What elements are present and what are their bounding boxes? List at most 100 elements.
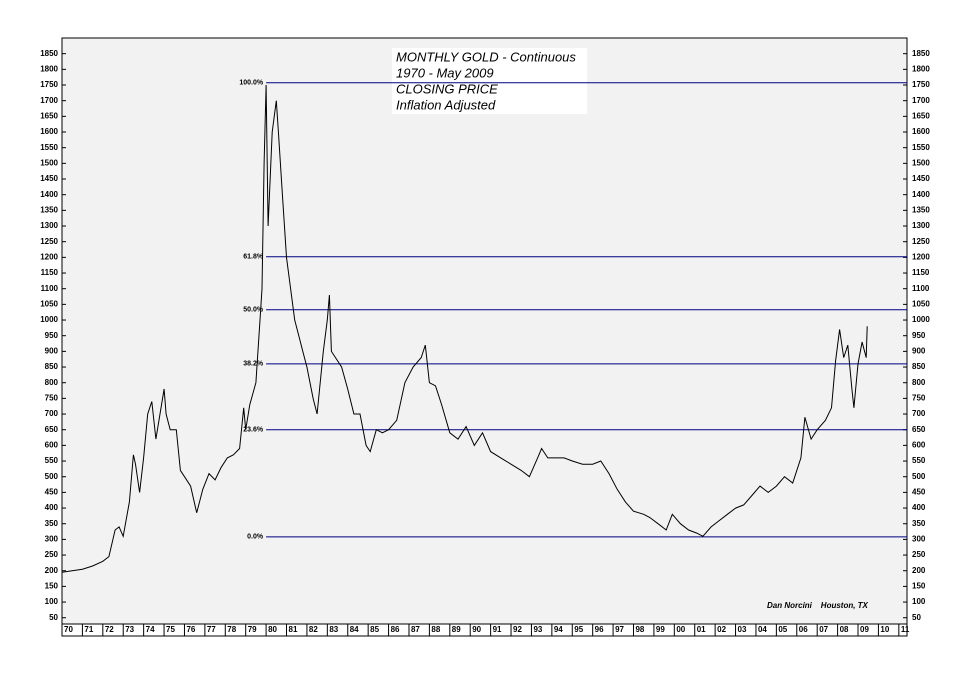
x-tick-label: 81 [289, 625, 298, 634]
y-tick-label: 1850 [40, 49, 58, 58]
y-tick-label: 150 [912, 582, 926, 591]
y-tick-label: 950 [912, 331, 926, 340]
chart-title: Inflation Adjusted [396, 97, 496, 112]
chart-title: MONTHLY GOLD - Continuous [396, 49, 576, 64]
y-tick-label: 350 [912, 519, 926, 528]
x-tick-label: 10 [880, 625, 889, 634]
x-tick-label: 05 [778, 625, 787, 634]
y-tick-label: 1100 [912, 284, 930, 293]
y-tick-label: 1150 [41, 268, 59, 277]
x-tick-label: 79 [248, 625, 257, 634]
x-tick-label: 70 [64, 625, 73, 634]
x-tick-label: 02 [717, 625, 726, 634]
y-tick-label: 1600 [912, 127, 930, 136]
y-tick-label: 850 [912, 362, 926, 371]
y-tick-label: 1850 [912, 49, 930, 58]
y-tick-label: 1450 [912, 174, 930, 183]
y-tick-label: 1750 [912, 80, 930, 89]
y-tick-label: 1300 [912, 221, 930, 230]
y-tick-label: 650 [912, 425, 926, 434]
y-tick-label: 1700 [40, 96, 58, 105]
x-tick-label: 84 [350, 625, 359, 634]
x-tick-label: 11 [901, 625, 910, 634]
y-tick-label: 500 [912, 472, 926, 481]
level-label: 50.0% [243, 307, 264, 314]
y-tick-label: 1200 [40, 252, 58, 261]
x-tick-label: 91 [493, 625, 502, 634]
price-line [61, 84, 868, 573]
y-tick-label: 1050 [40, 299, 58, 308]
x-tick-label: 89 [452, 625, 461, 634]
y-tick-label: 50 [912, 613, 921, 622]
x-tick-label: 06 [799, 625, 808, 634]
level-label: 61.8% [243, 254, 264, 261]
title-box [392, 48, 587, 114]
y-tick-label: 1300 [40, 221, 58, 230]
y-tick-label: 750 [912, 393, 926, 402]
x-tick-label: 95 [574, 625, 583, 634]
x-tick-label: 86 [391, 625, 400, 634]
y-tick-label: 800 [912, 378, 926, 387]
plot-area [61, 37, 908, 625]
y-tick-label: 1250 [912, 237, 930, 246]
y-tick-label: 1800 [40, 64, 58, 73]
y-tick-label: 1500 [912, 158, 930, 167]
chart-title: CLOSING PRICE [396, 81, 498, 96]
y-tick-label: 250 [45, 550, 59, 559]
x-tick-label: 97 [615, 625, 624, 634]
y-tick-label: 450 [912, 487, 926, 496]
y-tick-label: 1000 [40, 315, 58, 324]
y-tick-label: 400 [912, 503, 926, 512]
y-tick-label: 150 [45, 582, 59, 591]
y-tick-label: 1100 [41, 284, 59, 293]
y-tick-label: 500 [45, 472, 59, 481]
y-tick-label: 1350 [912, 205, 930, 214]
y-tick-label: 1800 [912, 64, 930, 73]
y-tick-label: 650 [45, 425, 59, 434]
x-tick-label: 93 [533, 625, 542, 634]
y-tick-label: 800 [45, 378, 59, 387]
y-tick-label: 1200 [912, 252, 930, 261]
level-label: 100.0% [239, 80, 264, 87]
y-tick-label: 50 [49, 613, 58, 622]
x-tick-label: 85 [370, 625, 379, 634]
x-tick-label: 09 [860, 625, 869, 634]
x-tick-label: 88 [431, 625, 440, 634]
y-tick-label: 600 [912, 440, 926, 449]
x-tick-label: 76 [186, 625, 195, 634]
y-tick-label: 400 [45, 503, 59, 512]
y-tick-label: 1700 [912, 96, 930, 105]
x-tick-label: 83 [329, 625, 338, 634]
x-tick-label: 01 [697, 625, 706, 634]
x-tick-label: 98 [635, 625, 644, 634]
y-tick-label: 1650 [912, 111, 930, 120]
level-label: 0.0% [247, 534, 264, 541]
chart-title: 1970 - May 2009 [396, 65, 494, 80]
y-tick-label: 750 [45, 393, 59, 402]
x-tick-label: 94 [554, 625, 563, 634]
x-tick-label: 90 [472, 625, 481, 634]
x-tick-label: 73 [125, 625, 134, 634]
y-tick-label: 700 [45, 409, 59, 418]
y-tick-label: 450 [45, 487, 59, 496]
x-tick-label: 92 [513, 625, 522, 634]
x-tick-label: 08 [840, 625, 849, 634]
x-tick-label: 74 [146, 625, 155, 634]
y-tick-label: 550 [45, 456, 59, 465]
y-tick-label: 1150 [912, 268, 930, 277]
y-tick-label: 1750 [40, 80, 58, 89]
y-tick-label: 1250 [40, 237, 58, 246]
x-tick-label: 72 [105, 625, 114, 634]
y-tick-label: 200 [912, 566, 926, 575]
y-tick-label: 1450 [40, 174, 58, 183]
y-tick-label: 1550 [40, 143, 58, 152]
y-tick-label: 850 [45, 362, 59, 371]
x-tick-label: 77 [207, 625, 216, 634]
y-tick-label: 1050 [912, 299, 930, 308]
y-tick-label: 600 [45, 440, 59, 449]
y-tick-label: 1000 [912, 315, 930, 324]
y-tick-label: 100 [45, 597, 59, 606]
x-tick-label: 71 [84, 625, 93, 634]
y-tick-label: 900 [912, 346, 926, 355]
